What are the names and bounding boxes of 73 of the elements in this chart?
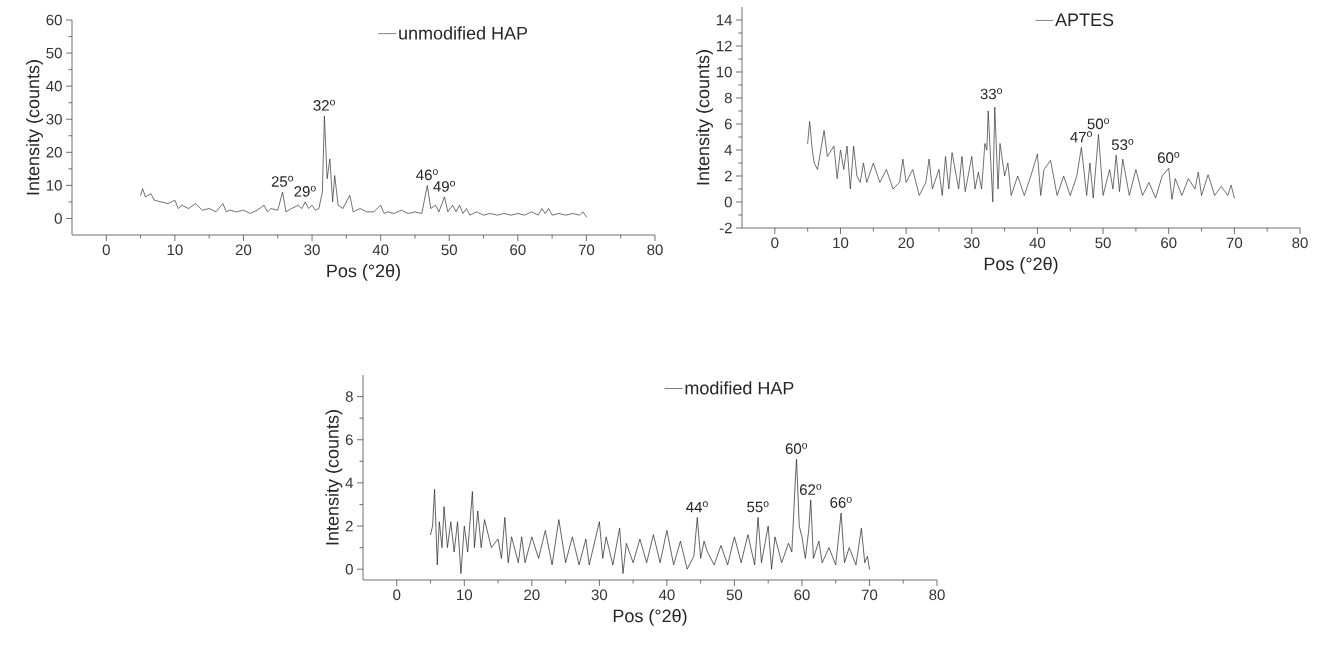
x-tick-label: 60	[510, 244, 526, 256]
annotation: 25$^{o}$	[271, 175, 294, 187]
annotation: 53$^{o}$	[1111, 138, 1134, 150]
y-tick-label: 0	[54, 213, 62, 224]
x-tick-label: 30	[304, 244, 320, 256]
annotation: 60$^{o}$	[1157, 151, 1180, 163]
x-tick-label: 0	[771, 237, 779, 249]
line-series	[430, 458, 870, 574]
y-tick-label: 30	[46, 113, 62, 125]
x-tick-label: 70	[578, 244, 595, 256]
annotation: 46$^{o}$	[416, 169, 438, 181]
x-tick-label: 60	[794, 589, 810, 601]
x-tick-label: 40	[372, 244, 389, 256]
y-tick-label: 8	[345, 391, 353, 402]
y-tick-label: 4	[345, 477, 354, 489]
annotation: 66$^{o}$	[830, 496, 852, 508]
annotation: 44$^{o}$	[686, 501, 708, 513]
annotation: 32$^{o}$	[313, 99, 335, 111]
y-tick-label: 40	[46, 80, 62, 92]
annotation: 33$^{o}$	[980, 88, 1003, 100]
y-tick-label: 2	[345, 520, 353, 532]
annotation: 50$^{o}$	[1087, 118, 1110, 130]
legend-label: unmodified HAP	[399, 26, 528, 40]
x-tick-label: 50	[1095, 237, 1111, 249]
x-tick-label: 40	[658, 589, 675, 601]
y-tick-label: 6	[724, 118, 732, 130]
y-tick-label: 50	[46, 47, 62, 59]
legend-label: modified HAP	[685, 381, 794, 395]
y-tick-label: 10	[46, 180, 62, 191]
x-axis-title: Pos (°2θ)	[984, 257, 1058, 274]
y-tick-label: 0	[345, 563, 353, 575]
annotation: 29$^{o}$	[294, 185, 316, 197]
annotation: 55$^{o}$	[747, 501, 769, 513]
y-tick-label: 10	[716, 66, 732, 78]
x-tick-label: 80	[929, 589, 945, 601]
x-tick-label: 70	[1226, 237, 1243, 249]
y-tick-label: 0	[724, 196, 732, 208]
y-tick-label: 2	[724, 170, 732, 182]
y-axis-title: Intensity (counts)	[26, 60, 43, 195]
y-axis-title: Intensity (counts)	[325, 410, 343, 545]
annotation: 47$^{o}$	[1070, 131, 1092, 143]
y-tick-label: 8	[724, 92, 732, 104]
x-tick-label: 20	[235, 244, 252, 256]
x-tick-label: 20	[898, 237, 914, 249]
annotation: 60$^{o}$	[785, 442, 808, 454]
x-tick-label: 20	[524, 589, 540, 601]
y-tick-label: 14	[716, 14, 733, 26]
y-tick-label: 12	[716, 40, 732, 52]
y-tick-label: 4	[724, 144, 733, 156]
x-tick-label: 70	[861, 589, 878, 601]
y-tick-label: 60	[46, 14, 62, 26]
y-axis-title: Intensity (counts)	[696, 50, 713, 185]
x-tick-label: 10	[833, 237, 849, 249]
y-tick-label: 20	[46, 146, 62, 158]
x-tick-label: 60	[1161, 237, 1177, 249]
x-tick-label: 40	[1029, 237, 1046, 249]
annotation: 62$^{o}$	[799, 483, 822, 495]
x-tick-label: 0	[393, 589, 401, 601]
line-series	[807, 106, 1235, 203]
x-tick-label: 80	[1292, 237, 1308, 249]
y-tick-label: -2	[719, 222, 732, 234]
x-tick-label: 30	[591, 589, 608, 601]
x-axis-title: Pos (°2θ)	[327, 264, 400, 281]
x-tick-label: 80	[647, 244, 663, 256]
y-tick-label: 6	[345, 434, 353, 446]
legend-label: APTES	[1055, 13, 1114, 27]
x-tick-label: 30	[964, 237, 980, 249]
annotation: 49$^{o}$	[433, 180, 455, 192]
x-axis-title: Pos (°2θ)	[613, 609, 687, 626]
x-tick-label: 50	[441, 244, 457, 256]
x-tick-label: 0	[102, 244, 110, 256]
x-tick-label: 10	[457, 589, 473, 601]
x-tick-label: 10	[167, 244, 183, 256]
